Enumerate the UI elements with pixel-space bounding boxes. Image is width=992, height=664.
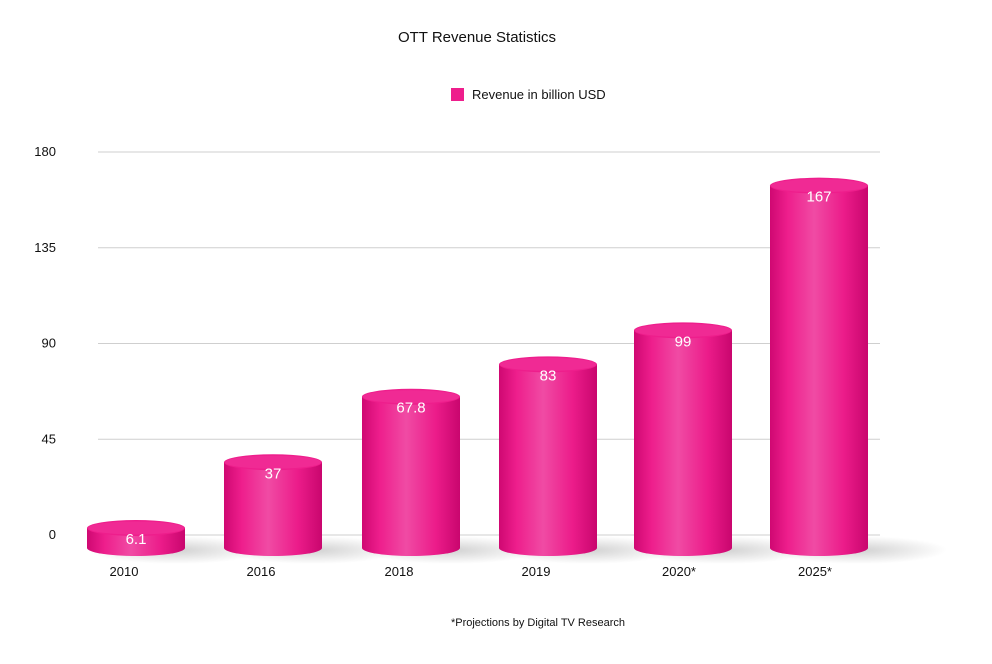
footnote: *Projections by Digital TV Research <box>451 617 625 629</box>
bar-body <box>224 462 322 556</box>
x-tick-label: 2010 <box>110 564 139 579</box>
bar-body <box>362 396 460 556</box>
chart-title: OTT Revenue Statistics <box>398 29 556 46</box>
bar: 6.1 <box>87 520 265 564</box>
bar-body <box>634 330 732 556</box>
y-axis-ticks: 0 45 90 135 180 <box>34 144 56 542</box>
bar-body <box>499 364 597 556</box>
bar-value-label: 37 <box>265 465 282 482</box>
bar: 99 <box>634 322 812 564</box>
bar-body <box>87 528 185 556</box>
x-tick-label: 2025* <box>798 564 832 579</box>
x-tick-label: 2018 <box>385 564 414 579</box>
x-axis-labels: 2010 2016 2018 2019 2020* 2025* <box>110 564 832 579</box>
bar-top-highlight <box>225 455 321 469</box>
legend: Revenue in billion USD <box>451 87 606 102</box>
legend-label: Revenue in billion USD <box>472 87 606 102</box>
bar-value-label: 83 <box>540 367 557 384</box>
bar-value-label: 67.8 <box>396 400 425 417</box>
x-tick-label: 2019 <box>522 564 551 579</box>
bar-top-highlight <box>771 179 867 193</box>
bar-value-label: 99 <box>675 333 692 350</box>
bars: 6.1 37 67.8 83 99 167 <box>87 177 948 564</box>
bar-top-highlight <box>363 390 459 404</box>
bar: 37 <box>224 454 402 564</box>
bar: 167 <box>770 177 948 564</box>
bar-top-highlight <box>500 357 596 371</box>
bar-body <box>770 185 868 556</box>
bar: 67.8 <box>362 388 540 564</box>
bar: 83 <box>499 356 677 564</box>
y-tick-label: 45 <box>42 431 56 446</box>
bar-value-label: 6.1 <box>126 531 147 548</box>
bar-top-highlight <box>88 521 184 535</box>
legend-swatch <box>451 88 464 101</box>
x-tick-label: 2016 <box>247 564 276 579</box>
gridlines <box>98 151 880 536</box>
bar-value-label: 167 <box>806 189 831 206</box>
y-tick-label: 180 <box>34 144 56 159</box>
bar-top-highlight <box>635 323 731 337</box>
y-tick-label: 0 <box>49 527 56 542</box>
y-tick-label: 135 <box>34 240 56 255</box>
y-tick-label: 90 <box>42 336 56 351</box>
x-tick-label: 2020* <box>662 564 696 579</box>
